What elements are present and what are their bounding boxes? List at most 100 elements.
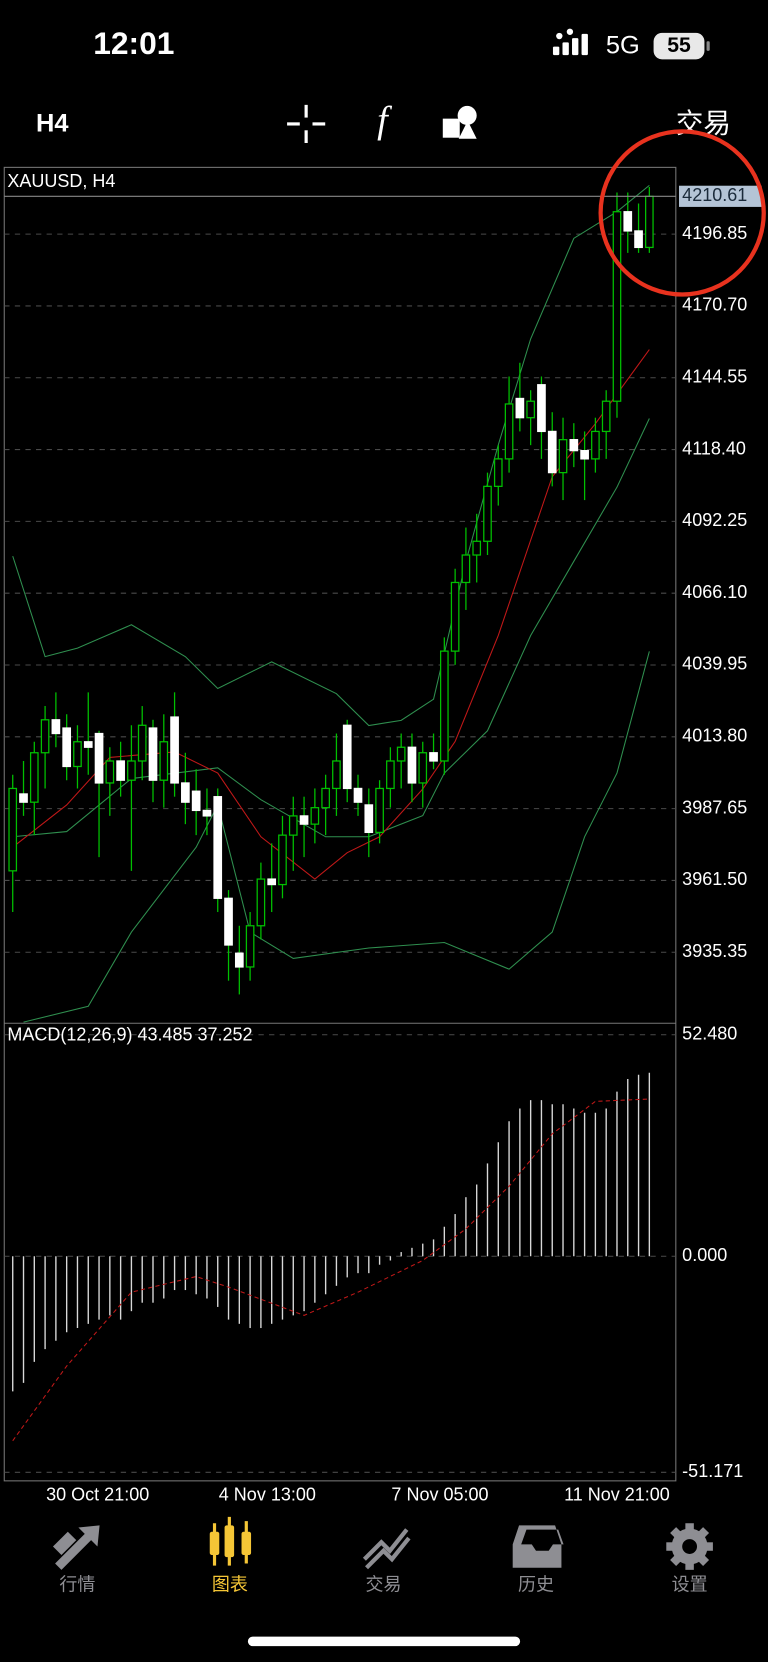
tab-label[interactable]: 历史 bbox=[518, 1574, 554, 1594]
signal-icon bbox=[552, 28, 588, 56]
x-tick-label: 4 Nov 13:00 bbox=[219, 1484, 316, 1504]
candle-body bbox=[170, 716, 179, 784]
candle-body bbox=[278, 834, 287, 886]
candle-body bbox=[19, 793, 28, 803]
candle-body bbox=[439, 650, 449, 762]
candle-body bbox=[245, 925, 255, 968]
status-time: 12:01 bbox=[93, 25, 174, 61]
candle-body bbox=[450, 581, 460, 652]
candle-body bbox=[483, 485, 492, 542]
price-tag bbox=[679, 185, 762, 207]
candle-body bbox=[299, 815, 309, 825]
y-tick-label: 4118.40 bbox=[682, 438, 746, 458]
candle-body bbox=[51, 719, 61, 735]
candle-body bbox=[8, 787, 18, 872]
tab-label[interactable]: 交易 bbox=[365, 1574, 401, 1594]
y-tick-label: 4092.25 bbox=[682, 510, 747, 530]
tab-icon-quotes[interactable] bbox=[52, 1525, 100, 1570]
indicator-line bbox=[12, 184, 650, 727]
candle-body bbox=[94, 732, 104, 784]
x-tick-label: 7 Nov 05:00 bbox=[391, 1484, 488, 1504]
candle-body bbox=[472, 540, 482, 556]
candle-body bbox=[407, 746, 417, 784]
candle-body bbox=[29, 752, 39, 803]
candle-body bbox=[181, 782, 190, 803]
y-tick-label: -51.171 bbox=[682, 1461, 743, 1481]
y-tick-label: 3935.35 bbox=[682, 941, 747, 961]
crosshair-button[interactable] bbox=[287, 104, 326, 144]
candle-body bbox=[159, 741, 169, 781]
candle-body bbox=[526, 400, 535, 419]
candle-body bbox=[418, 752, 428, 784]
candle-body bbox=[601, 400, 611, 433]
y-tick-label: 4013.80 bbox=[682, 726, 747, 746]
candle-body bbox=[105, 760, 115, 784]
candle-body bbox=[558, 439, 568, 474]
candle-body bbox=[353, 787, 363, 803]
candle-body bbox=[645, 195, 654, 249]
candle-body bbox=[515, 397, 525, 419]
tab-icon-history[interactable] bbox=[512, 1525, 564, 1568]
candle-body bbox=[62, 727, 72, 768]
tab-label[interactable]: 设置 bbox=[672, 1574, 708, 1594]
y-tick-label: 4066.10 bbox=[682, 582, 747, 602]
candle-body bbox=[364, 804, 374, 834]
candle-body bbox=[40, 719, 50, 754]
indicator-line bbox=[12, 418, 650, 838]
candle-body bbox=[569, 439, 579, 452]
candle-body bbox=[137, 724, 147, 762]
candle-body bbox=[537, 384, 546, 433]
candle-body bbox=[83, 741, 93, 748]
y-tick-label: 4144.55 bbox=[682, 366, 747, 386]
tab-icon-chart[interactable] bbox=[209, 1516, 252, 1566]
battery-level: 55 bbox=[667, 34, 691, 57]
timeframe-button[interactable]: H4 bbox=[36, 110, 68, 138]
y-tick-label: 4170.70 bbox=[682, 295, 747, 315]
candle-body bbox=[396, 746, 406, 762]
candle-body bbox=[386, 760, 395, 790]
tab-label[interactable]: 行情 bbox=[59, 1574, 95, 1594]
candle-body bbox=[191, 790, 201, 812]
candle-body bbox=[267, 878, 277, 886]
candle-body bbox=[224, 897, 233, 946]
chart-title: XAUUSD, H4 bbox=[7, 171, 115, 191]
candle-body bbox=[634, 230, 643, 249]
x-tick-label: 11 Nov 21:00 bbox=[564, 1484, 670, 1504]
home-indicator bbox=[247, 1636, 521, 1647]
tab-label[interactable]: 图表 bbox=[212, 1574, 248, 1594]
objects-button[interactable] bbox=[442, 105, 477, 139]
candle-body bbox=[310, 807, 320, 825]
y-tick-label: 4196.85 bbox=[682, 223, 747, 243]
highlight-circle bbox=[598, 129, 766, 297]
candle-body bbox=[202, 809, 212, 817]
candle-body bbox=[73, 741, 82, 768]
candle-body bbox=[493, 458, 503, 487]
candle-body bbox=[127, 760, 136, 781]
candle-body bbox=[461, 554, 471, 584]
candle-body bbox=[375, 787, 384, 834]
candle-body bbox=[547, 430, 557, 474]
candle-body bbox=[342, 724, 352, 790]
candle-body bbox=[591, 430, 600, 460]
x-tick-label: 30 Oct 21:00 bbox=[46, 1484, 149, 1504]
candle-body bbox=[213, 796, 223, 899]
candle-body bbox=[504, 403, 514, 460]
macd-title: MACD(12,26,9) 43.485 37.252 bbox=[7, 1025, 252, 1045]
tab-icon-settings[interactable] bbox=[666, 1523, 713, 1570]
candle-body bbox=[623, 211, 633, 232]
candle-body bbox=[612, 211, 622, 402]
candle-body bbox=[332, 760, 341, 790]
candle-body bbox=[321, 787, 330, 809]
y-tick-label: 3961.50 bbox=[682, 869, 747, 889]
candle-body bbox=[148, 727, 158, 781]
tab-icon-trade[interactable] bbox=[362, 1528, 411, 1570]
price-tag-label: 4210.61 bbox=[682, 185, 747, 205]
candle-body bbox=[116, 760, 125, 781]
y-tick-label: 3987.65 bbox=[682, 797, 747, 817]
y-tick-label: 4039.95 bbox=[682, 654, 747, 674]
candle-body bbox=[580, 450, 589, 460]
candle-body bbox=[288, 815, 298, 836]
battery-tip bbox=[706, 41, 710, 51]
